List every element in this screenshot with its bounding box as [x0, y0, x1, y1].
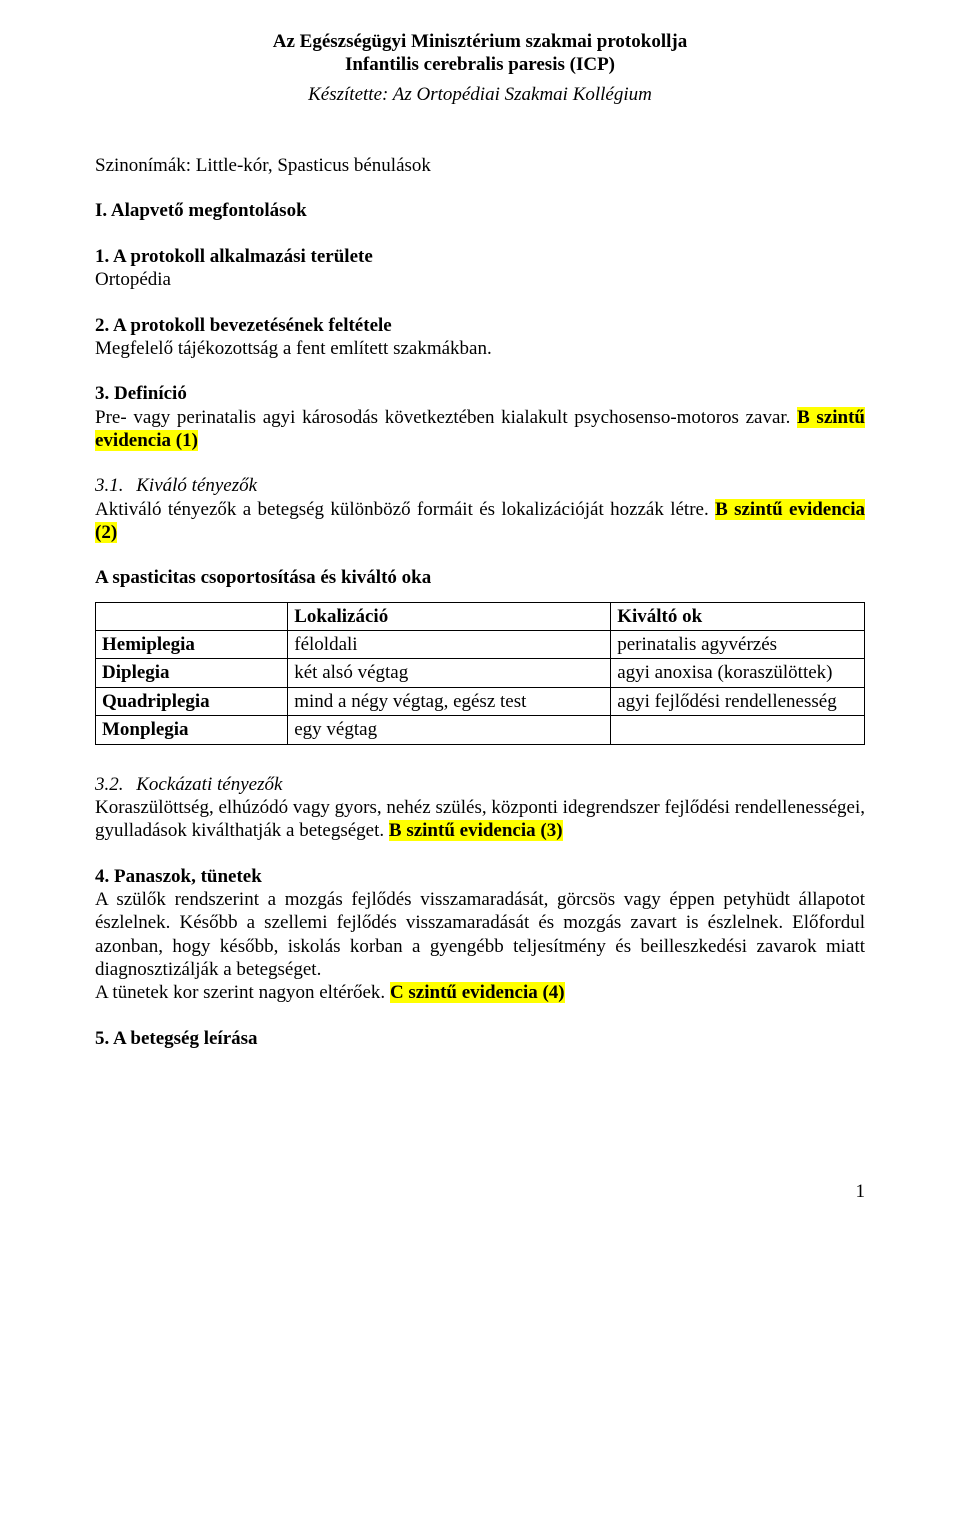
s3-body-text: Pre- vagy perinatalis agyi károsodás köv…: [95, 407, 797, 428]
table-caption: A spasticitas csoportosítása és kiváltó …: [95, 566, 865, 589]
s4-title: 4. Panaszok, tünetek: [95, 865, 865, 888]
table-row: Quadriplegia mind a négy végtag, egész t…: [96, 687, 865, 715]
s3-body: Pre- vagy perinatalis agyi károsodás köv…: [95, 406, 865, 453]
document-page: Az Egészségügyi Minisztérium szakmai pro…: [0, 0, 960, 1204]
page-number: 1: [95, 1180, 865, 1203]
table-cell: Monplegia: [96, 716, 288, 744]
s32-num: 3.2.: [95, 774, 124, 795]
s4-p1: A szülők rendszerint a mozgás fejlődés v…: [95, 888, 865, 981]
s31-heading: 3.1. Kiváló tényezők: [95, 474, 865, 497]
table-cell: féloldali: [288, 631, 611, 659]
s32-heading: 3.2. Kockázati tényezők: [95, 773, 865, 796]
table-header-c1: Lokalizáció: [288, 602, 611, 630]
table-cell: Diplegia: [96, 659, 288, 687]
table-row: Monplegia egy végtag: [96, 716, 865, 744]
table-row: Hemiplegia féloldali perinatalis agyvérz…: [96, 631, 865, 659]
table-cell: mind a négy végtag, egész test: [288, 687, 611, 715]
s2-title: 2. A protokoll bevezetésének feltétele: [95, 314, 865, 337]
s31-title: Kiváló tényezők: [136, 475, 257, 496]
table-cell: agyi fejlődési rendellenesség: [611, 687, 865, 715]
table-cell: [611, 716, 865, 744]
table-cell: Quadriplegia: [96, 687, 288, 715]
section-I-title: I. Alapvető megfontolások: [95, 199, 865, 222]
s31-body: Aktiváló tényezők a betegség különböző f…: [95, 498, 865, 545]
spasticity-table: Lokalizáció Kiváltó ok Hemiplegia félold…: [95, 602, 865, 745]
s31-body-text: Aktiváló tényezők a betegség különböző f…: [95, 499, 715, 520]
table-row: Diplegia két alsó végtag agyi anoxisa (k…: [96, 659, 865, 687]
table-cell: egy végtag: [288, 716, 611, 744]
s32-title: Kockázati tényezők: [136, 774, 282, 795]
table-header-c0: [96, 602, 288, 630]
evidence-highlight-b3: B szintű evidencia (3): [389, 820, 563, 841]
table-cell: perinatalis agyvérzés: [611, 631, 865, 659]
table-cell: két alsó végtag: [288, 659, 611, 687]
s4-p2-text: A tünetek kor szerint nagyon eltérőek.: [95, 982, 390, 1003]
s1-body: Ortopédia: [95, 268, 865, 291]
s1-title: 1. A protokoll alkalmazási területe: [95, 245, 865, 268]
header-line-2: Infantilis cerebralis paresis (ICP): [95, 53, 865, 76]
synonyms-line: Szinonímák: Little-kór, Spasticus bénulá…: [95, 154, 865, 177]
header-author: Készítette: Az Ortopédiai Szakmai Kollég…: [95, 83, 865, 106]
s4-p2: A tünetek kor szerint nagyon eltérőek. C…: [95, 981, 865, 1004]
s32-body: Koraszülöttség, elhúzódó vagy gyors, neh…: [95, 796, 865, 843]
table-cell: agyi anoxisa (koraszülöttek): [611, 659, 865, 687]
s3-title: 3. Definíció: [95, 382, 865, 405]
s31-num: 3.1.: [95, 475, 124, 496]
evidence-highlight-c4: C szintű evidencia (4): [390, 982, 565, 1003]
header-line-1: Az Egészségügyi Minisztérium szakmai pro…: [95, 30, 865, 53]
table-cell: Hemiplegia: [96, 631, 288, 659]
s2-body: Megfelelő tájékozottság a fent említett …: [95, 337, 865, 360]
s5-title: 5. A betegség leírása: [95, 1027, 865, 1050]
table-header-c2: Kiváltó ok: [611, 602, 865, 630]
doc-header: Az Egészségügyi Minisztérium szakmai pro…: [95, 30, 865, 77]
table-header-row: Lokalizáció Kiváltó ok: [96, 602, 865, 630]
